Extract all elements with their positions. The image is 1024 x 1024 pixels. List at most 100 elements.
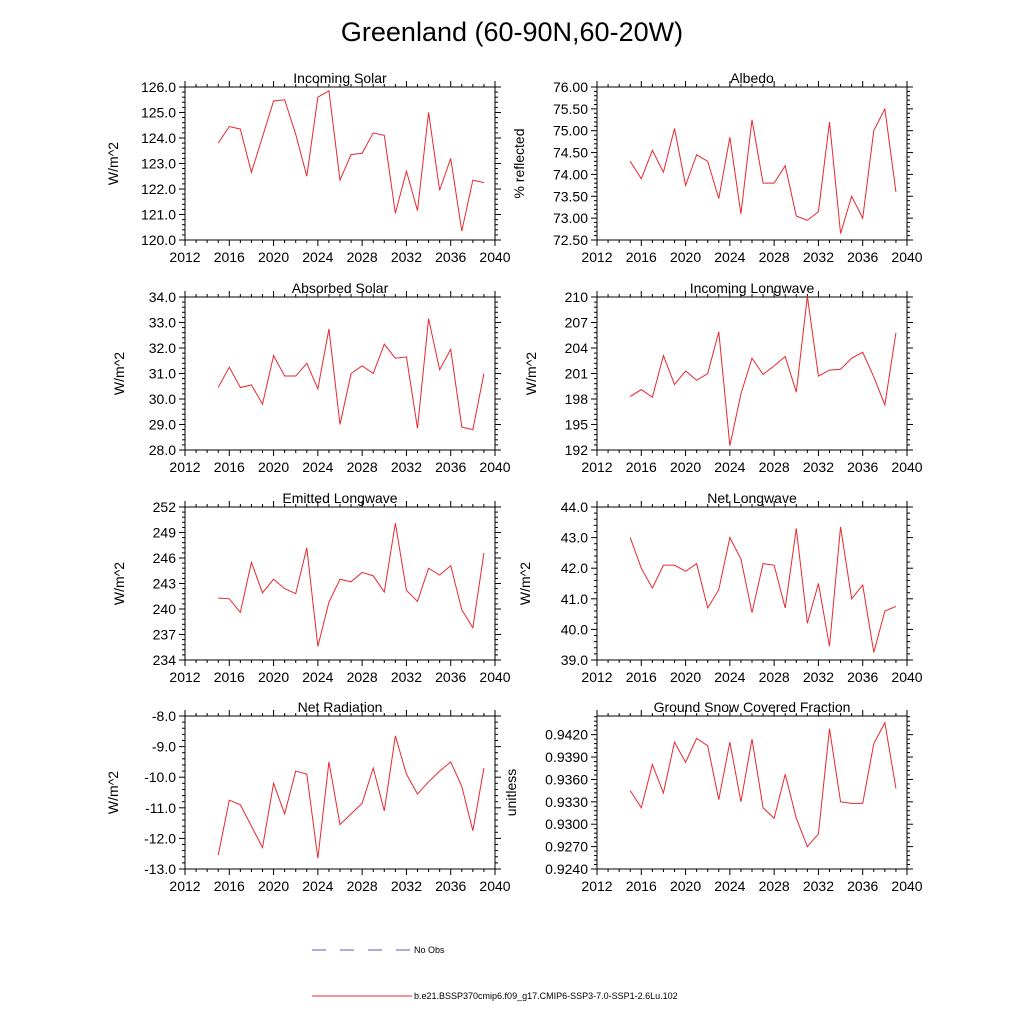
- x-tick-label: 2040: [479, 669, 510, 685]
- y-tick-label: 240: [153, 601, 177, 617]
- x-tick-label: 2012: [169, 249, 200, 265]
- y-tick-label: -12.0: [144, 830, 176, 846]
- series-line-0: [629, 526, 897, 653]
- y-tick-label: 237: [153, 627, 177, 643]
- plot-frame: [184, 296, 496, 451]
- legend-label-model: b.e21.BSSP370cmip6.f09_g17.CMIP6-SSP3-7.…: [414, 991, 678, 1001]
- y-tick-label: 249: [153, 525, 177, 541]
- x-tick-label: 2024: [714, 459, 745, 475]
- y-tick-label: 125.0: [141, 105, 176, 121]
- y-tick-label: 121.0: [141, 207, 176, 223]
- x-tick-label: 2040: [891, 249, 922, 265]
- y-tick-label: 207: [565, 315, 589, 331]
- y-axis-label: unitless: [503, 769, 519, 816]
- y-tick-label: 198: [565, 391, 589, 407]
- x-tick-label: 2020: [258, 878, 289, 894]
- y-axis-label: W/m^2: [105, 771, 121, 814]
- plot-frame: [596, 86, 908, 241]
- x-tick-label: 2024: [302, 459, 333, 475]
- y-tick-label: 74.00: [553, 166, 588, 182]
- legend: No Obs b.e21.BSSP370cmip6.f09_g17.CMIP6-…: [312, 945, 678, 1001]
- y-tick-label: 126.0: [141, 79, 176, 95]
- panel-1: Albedo % reflected 2012 2016 2020 2024 2028 203…: [511, 70, 923, 265]
- y-tick-label: 122.0: [141, 181, 176, 197]
- y-tick-label: 75.50: [553, 101, 588, 117]
- x-tick-label: 2032: [391, 249, 422, 265]
- y-axis-label: W/m^2: [111, 352, 127, 395]
- plot-frame: [596, 296, 908, 451]
- x-tick-label: 2028: [347, 669, 378, 685]
- x-tick-label: 2036: [847, 249, 878, 265]
- x-tick-label: 2020: [258, 249, 289, 265]
- x-tick-label: 2016: [214, 249, 245, 265]
- y-axis-label: W/m^2: [523, 352, 539, 395]
- x-tick-label: 2016: [626, 878, 657, 894]
- y-tick-label: 73.00: [553, 210, 588, 226]
- panel-title: Incoming Longwave: [690, 280, 815, 296]
- figure-title: Greenland (60-90N,60-20W): [341, 17, 683, 47]
- y-tick-label: -11.0: [145, 800, 176, 816]
- x-tick-label: 2024: [302, 878, 333, 894]
- x-tick-label: 2036: [435, 878, 466, 894]
- x-tick-label: 2032: [803, 249, 834, 265]
- y-tick-label: -9.0: [152, 739, 176, 755]
- panel-title: Ground Snow Covered Fraction: [654, 699, 851, 715]
- x-tick-label: 2024: [714, 669, 745, 685]
- panel-4: Emitted Longwave W/m^2 2012 2016 2020 2024 202…: [111, 490, 511, 685]
- x-tick-label: 2016: [214, 669, 245, 685]
- x-tick-label: 2020: [670, 878, 701, 894]
- x-tick-label: 2016: [214, 459, 245, 475]
- x-tick-label: 2040: [891, 878, 922, 894]
- panel-5: Net Longwave W/m^2 2012 2016 2020 2024 2028 203…: [517, 490, 923, 685]
- panel-title: Albedo: [730, 70, 774, 86]
- x-tick-label: 2020: [670, 459, 701, 475]
- y-tick-label: -10.0: [144, 769, 176, 785]
- panel-3: Incoming Longwave W/m^2 2012 2016 2020 2024 20…: [523, 280, 923, 475]
- x-tick-label: 2040: [479, 878, 510, 894]
- panel-title: Emitted Longwave: [282, 490, 397, 506]
- x-tick-label: 2040: [479, 459, 510, 475]
- series-line-0: [217, 318, 485, 431]
- panel-title: Absorbed Solar: [292, 280, 389, 296]
- x-tick-label: 2032: [391, 669, 422, 685]
- x-tick-label: 2036: [847, 669, 878, 685]
- y-tick-label: -13.0: [144, 861, 176, 877]
- y-tick-label: 243: [153, 576, 177, 592]
- y-tick-label: 0.9330: [545, 794, 588, 810]
- x-tick-label: 2024: [302, 249, 333, 265]
- x-tick-label: 2032: [803, 669, 834, 685]
- y-tick-label: 31.0: [149, 366, 176, 382]
- series-line-0: [217, 90, 485, 232]
- x-tick-label: 2028: [759, 878, 790, 894]
- y-tick-label: 42.0: [561, 560, 588, 576]
- x-tick-label: 2016: [626, 459, 657, 475]
- x-tick-label: 2032: [391, 878, 422, 894]
- y-axis-label: % reflected: [511, 128, 527, 198]
- x-tick-label: 2016: [626, 249, 657, 265]
- plot-frame: [596, 715, 908, 870]
- x-tick-label: 2028: [759, 669, 790, 685]
- x-tick-label: 2028: [347, 459, 378, 475]
- y-axis-label: W/m^2: [517, 562, 533, 605]
- y-tick-label: 204: [565, 340, 589, 356]
- y-tick-label: 246: [153, 550, 177, 566]
- series-line-0: [629, 107, 897, 234]
- x-tick-label: 2016: [214, 878, 245, 894]
- y-tick-label: 123.0: [141, 156, 176, 172]
- x-tick-label: 2036: [435, 249, 466, 265]
- x-tick-label: 2020: [670, 669, 701, 685]
- x-tick-label: 2012: [581, 878, 612, 894]
- y-tick-label: 73.50: [553, 188, 588, 204]
- x-tick-label: 2028: [759, 459, 790, 475]
- y-tick-label: 210: [565, 289, 589, 305]
- x-tick-label: 2020: [670, 249, 701, 265]
- y-tick-label: 0.9240: [545, 861, 588, 877]
- x-tick-label: 2032: [391, 459, 422, 475]
- plot-frame: [184, 506, 496, 661]
- y-tick-label: 28.0: [149, 442, 176, 458]
- x-tick-label: 2036: [847, 878, 878, 894]
- x-tick-label: 2012: [169, 669, 200, 685]
- y-tick-label: 33.0: [149, 315, 176, 331]
- x-tick-label: 2024: [714, 249, 745, 265]
- y-tick-label: 0.9360: [545, 771, 588, 787]
